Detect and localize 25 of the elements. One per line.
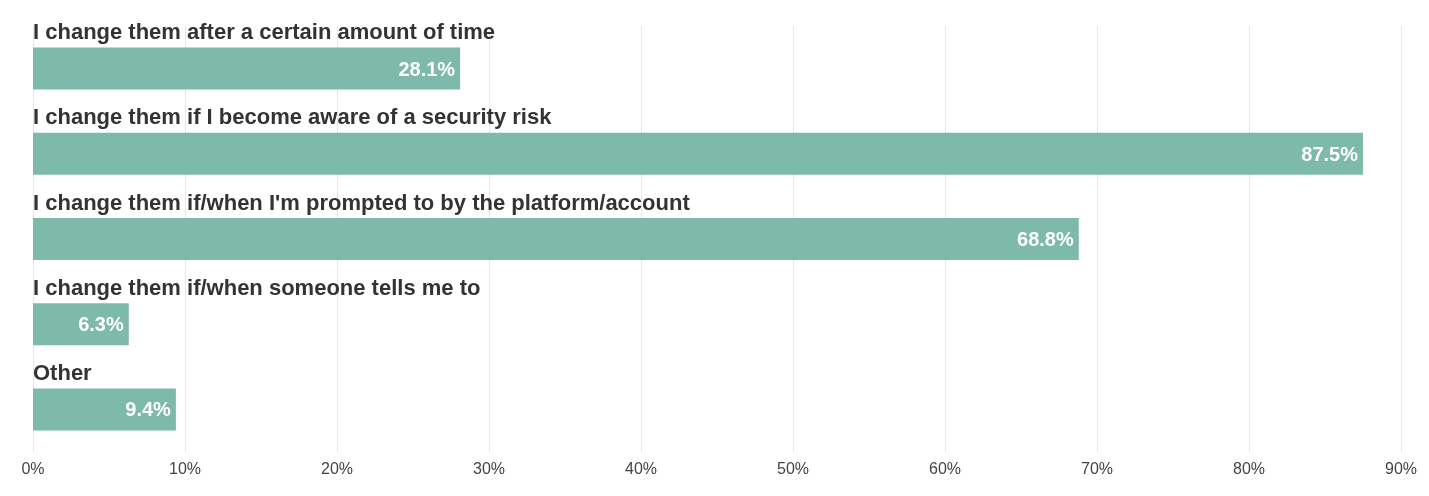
data-label: 68.8% bbox=[1017, 228, 1074, 250]
bar bbox=[33, 132, 1363, 175]
x-tick-label: 0% bbox=[21, 459, 45, 477]
y-tick-label: I change them if I become aware of a security risk bbox=[33, 104, 553, 130]
x-tick-label: 80% bbox=[1232, 459, 1266, 477]
y-tick-label: I change them after a certain amount of time bbox=[33, 19, 496, 45]
x-tick-label: 20% bbox=[320, 459, 354, 477]
data-label: 9.4% bbox=[125, 398, 172, 421]
data-label: 6.3% bbox=[78, 313, 124, 336]
x-tick-label: 50% bbox=[776, 459, 810, 477]
y-tick-label: I change them if/when someone tells me to bbox=[33, 274, 481, 300]
x-tick-label: 60% bbox=[928, 459, 962, 477]
y-tick-label: Other bbox=[33, 359, 93, 385]
x-tick-label: 90% bbox=[1384, 459, 1418, 477]
data-label: 28.1% bbox=[398, 57, 456, 80]
x-tick-label: 40% bbox=[624, 459, 658, 477]
x-tick-label: 10% bbox=[168, 459, 202, 477]
y-tick-label: I change them if/when I'm prompted to by the platform/account bbox=[33, 189, 691, 215]
bar bbox=[33, 303, 129, 346]
bar bbox=[33, 47, 461, 90]
bar bbox=[33, 388, 176, 431]
data-label: 87.5% bbox=[1301, 142, 1359, 165]
x-tick-label: 30% bbox=[472, 459, 506, 477]
bar bbox=[33, 218, 1079, 260]
x-tick-label: 70% bbox=[1080, 459, 1114, 477]
